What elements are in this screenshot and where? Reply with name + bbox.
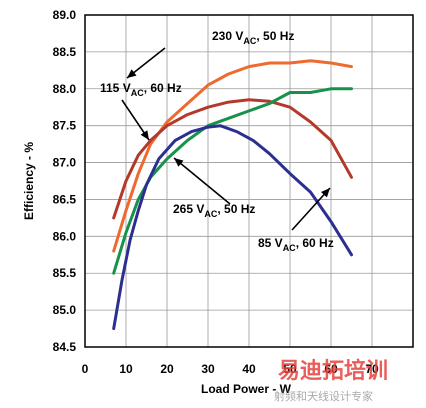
series-line	[112, 124, 353, 331]
x-tick-label: 0	[82, 362, 89, 376]
arrow-115v	[121, 99, 150, 141]
x-axis-title: Load Power - W	[201, 382, 292, 396]
series-labels: 230 VAC, 50 Hz 115 VAC, 60 Hz 265 VAC, 50 …	[100, 29, 334, 253]
y-tick-label: 84.5	[53, 340, 77, 354]
arrow-265v	[173, 157, 231, 205]
series-line	[112, 98, 353, 220]
y-axis-title: Efficiency - %	[22, 142, 36, 220]
plot-frame	[84, 14, 414, 348]
x-tick-label: 10	[119, 362, 133, 376]
y-tick-label: 87.5	[53, 119, 77, 133]
y-tick-label: 85.5	[53, 266, 77, 280]
y-tick-label: 87.0	[53, 156, 77, 170]
arrow-230v	[126, 47, 166, 79]
x-tick-label: 20	[160, 362, 174, 376]
x-tick-label: 60	[324, 362, 338, 376]
annotation-arrows	[121, 47, 331, 231]
series-line	[112, 87, 353, 275]
series-label: 230 VAC, 50 Hz	[212, 29, 294, 46]
series-lines	[112, 59, 353, 331]
y-tick-label: 89.0	[53, 8, 77, 22]
series-label: 265 VAC, 50 Hz	[173, 202, 255, 219]
series-line	[112, 59, 353, 253]
y-tick-label: 85.0	[53, 303, 77, 317]
arrow-85v	[291, 187, 331, 231]
x-tick-label: 40	[242, 362, 256, 376]
watermark-main: 易迪拓培训	[278, 358, 388, 384]
series-label: 85 VAC, 60 Hz	[258, 236, 334, 253]
x-tick-labels: 0 10 20 30 40 50 60 70	[82, 362, 379, 376]
series-label: 115 VAC, 60 Hz	[100, 81, 182, 98]
y-tick-label: 88.5	[53, 45, 77, 59]
y-tick-label: 86.0	[53, 229, 77, 243]
grid	[85, 15, 413, 347]
watermark-sub: 射频和天线设计专家	[274, 389, 373, 403]
y-tick-labels: 84.5 85.0 85.5 86.0 86.5 87.0 87.5 88.0 88.5 89.0	[53, 8, 77, 354]
y-tick-label: 86.5	[53, 192, 77, 206]
x-tick-label: 30	[201, 362, 215, 376]
x-tick-label: 50	[283, 362, 297, 376]
x-tick-label: 70	[365, 362, 379, 376]
y-tick-label: 88.0	[53, 82, 77, 96]
watermark: 易迪拓培训 射频和天线设计专家	[274, 358, 388, 403]
